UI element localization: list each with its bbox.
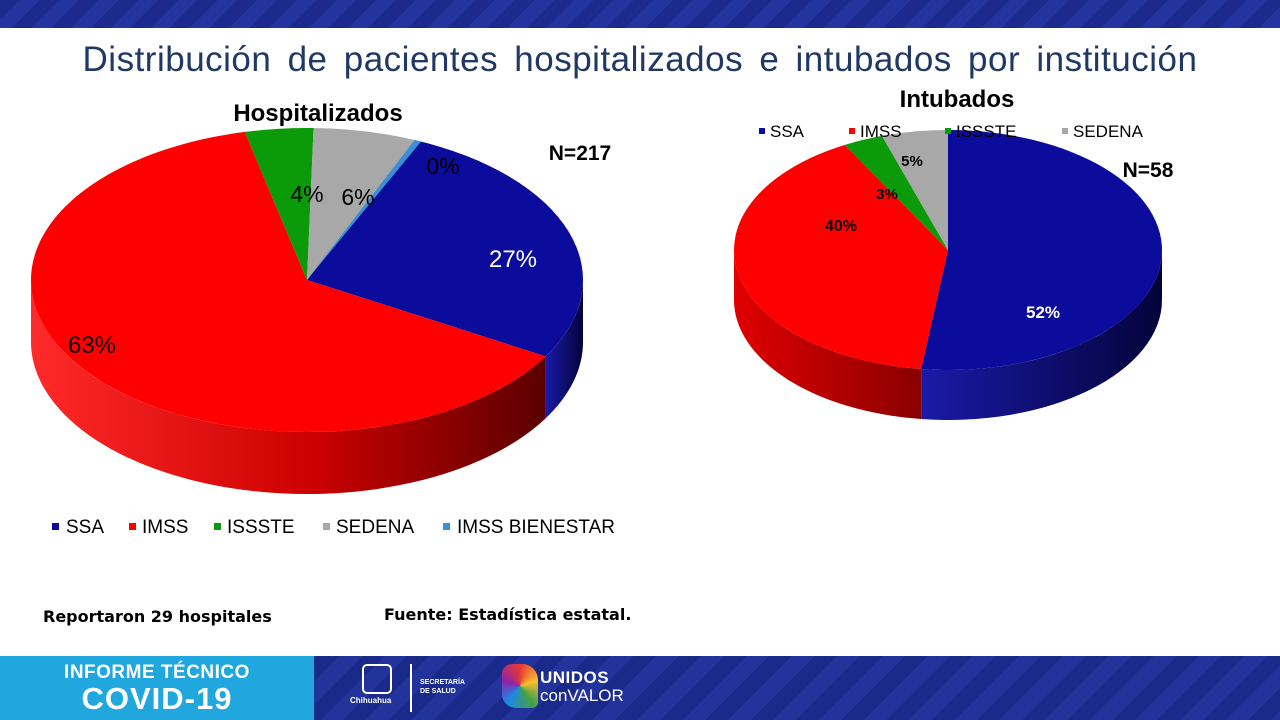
legend-swatch-sedena [1062,128,1068,134]
brand-line2: conVALOR [540,686,624,705]
slide-title: Distribución de pacientes hospitalizados… [82,40,1198,79]
legend-hospitalizados: SSA IMSS ISSSTE SEDENA IMSS BIENESTAR [52,517,615,538]
secretaria-line1: SECRETARÍA [420,679,465,686]
slice-sedena [881,130,948,250]
unidos-logo-icon [502,664,538,708]
legend-intubados: SSA IMSS ISSSTE SEDENA [759,122,1144,141]
legend-swatch-ssa [52,523,59,530]
side-imss [733,250,922,420]
legend-swatch-issste [214,523,221,530]
top-banner [0,0,1280,28]
pie-hospitalizados [31,127,583,495]
data-label-imss: 63% [68,332,116,359]
footer-banner: INFORME TÉCNICO COVID-19 Chihuahua SECRE… [0,656,1280,720]
slice-imss-bienestar [307,140,422,280]
slice-issste [244,127,314,280]
legend-swatch-imss-bienestar [443,523,450,530]
report-title-line1: INFORME TÉCNICO [64,662,250,683]
data-label-imss-bienestar: 0% [426,153,459,179]
side-imss [31,280,546,495]
legend-label-imss-bienestar: IMSS BIENESTAR [457,517,615,538]
legend-label-ssa: SSA [770,122,805,141]
side-ssa [545,280,583,419]
chart-title-intubados: Intubados [900,86,1015,113]
legend-label-sedena: SEDENA [1073,122,1144,141]
slice-imss [733,144,948,370]
n-label-hospitalizados: N=217 [549,142,611,165]
legend-label-imss: IMSS [142,517,188,538]
report-badge: INFORME TÉCNICO COVID-19 [0,656,314,720]
secretaria-line2: DE SALUD [420,688,456,695]
report-title-line2: COVID-19 [81,681,233,716]
state-seal-icon [362,664,392,694]
slice-issste [844,135,948,250]
legend-label-imss: IMSS [860,122,902,141]
data-label-sedena: 6% [341,184,374,210]
data-label-imss: 40% [825,218,857,235]
legend-label-issste: ISSSTE [227,517,295,538]
data-label-issste: 4% [290,181,323,207]
charts-canvas: Hospitalizados N=217 27% 63% 4% 6% 0% SS… [31,86,1174,538]
pie-intubados [733,130,1162,421]
legend-swatch-sedena [323,523,330,530]
secretaria-label: SECRETARÍA DE SALUD [420,678,465,696]
footer-divider [410,664,412,712]
legend-swatch-issste [945,128,951,134]
state-name: Chihuahua [350,696,392,705]
slice-imss [31,131,546,432]
chart-title-hospitalizados: Hospitalizados [233,100,402,127]
legend-label-issste: ISSSTE [956,122,1016,141]
legend-label-sedena: SEDENA [336,517,414,538]
slice-ssa [921,130,1162,370]
source-note: Fuente: Estadística estatal. [384,605,632,624]
legend-swatch-ssa [759,128,765,134]
legend-swatch-imss [849,128,855,134]
data-label-sedena: 5% [901,153,923,170]
data-label-ssa: 27% [489,246,537,273]
legend-swatch-imss [129,523,136,530]
data-label-issste: 3% [876,186,898,203]
slice-sedena [307,128,415,280]
brand-line1: UNIDOS [540,668,610,687]
n-label-intubados: N=58 [1123,159,1174,182]
hospitals-note: Reportaron 29 hospitales [43,607,272,626]
side-ssa [921,250,1162,421]
legend-label-ssa: SSA [66,517,104,538]
data-label-ssa: 52% [1026,303,1060,322]
